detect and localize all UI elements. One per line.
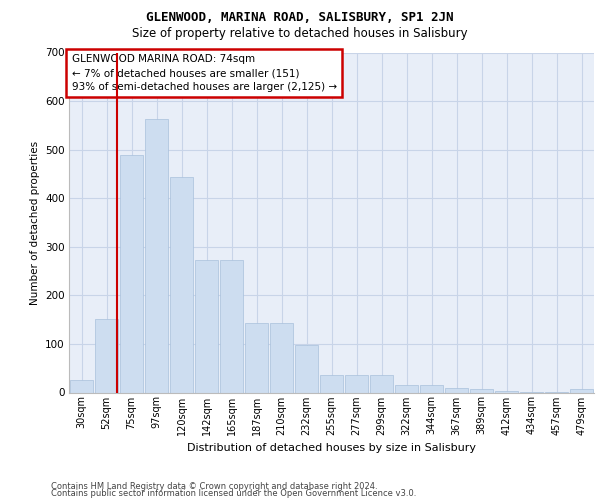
Bar [270, 323, 293, 392]
Text: GLENWOOD MARINA ROAD: 74sqm
← 7% of detached houses are smaller (151)
93% of sem: GLENWOOD MARINA ROAD: 74sqm ← 7% of deta… [71, 54, 337, 92]
Bar [195, 260, 218, 392]
Bar [445, 388, 468, 392]
Bar [395, 385, 418, 392]
Bar [145, 119, 168, 392]
X-axis label: Distribution of detached houses by size in Salisbury: Distribution of detached houses by size … [187, 443, 476, 453]
Text: Contains public sector information licensed under the Open Government Licence v3: Contains public sector information licen… [51, 490, 416, 498]
Bar [120, 154, 143, 392]
Bar [170, 178, 193, 392]
Bar [470, 389, 493, 392]
Bar [495, 391, 518, 392]
Bar [320, 374, 343, 392]
Bar [70, 380, 93, 392]
Bar [220, 260, 243, 392]
Bar [370, 374, 393, 392]
Bar [570, 389, 593, 392]
Bar [95, 319, 118, 392]
Text: GLENWOOD, MARINA ROAD, SALISBURY, SP1 2JN: GLENWOOD, MARINA ROAD, SALISBURY, SP1 2J… [146, 11, 454, 24]
Text: Contains HM Land Registry data © Crown copyright and database right 2024.: Contains HM Land Registry data © Crown c… [51, 482, 377, 491]
Bar [295, 346, 318, 393]
Text: Size of property relative to detached houses in Salisbury: Size of property relative to detached ho… [132, 28, 468, 40]
Y-axis label: Number of detached properties: Number of detached properties [29, 140, 40, 304]
Bar [420, 385, 443, 392]
Bar [245, 323, 268, 392]
Bar [345, 374, 368, 392]
